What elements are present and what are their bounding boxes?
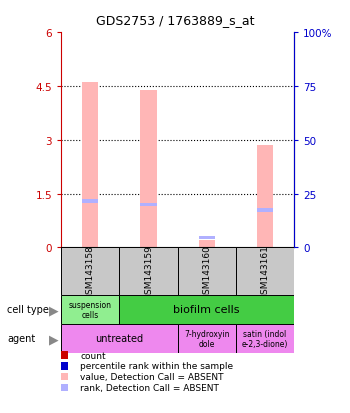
Bar xyxy=(82,199,98,203)
Text: GSM143158: GSM143158 xyxy=(86,244,95,299)
Bar xyxy=(198,236,215,240)
Text: GSM143161: GSM143161 xyxy=(260,244,270,299)
Bar xyxy=(140,203,157,206)
Bar xyxy=(236,324,294,353)
Text: agent: agent xyxy=(7,334,35,344)
Text: GDS2753 / 1763889_s_at: GDS2753 / 1763889_s_at xyxy=(96,14,254,27)
Bar xyxy=(82,83,98,248)
Bar xyxy=(177,324,236,353)
Text: 7-hydroxyin
dole: 7-hydroxyin dole xyxy=(184,329,230,348)
Text: cell type: cell type xyxy=(7,305,49,315)
Text: count: count xyxy=(80,351,106,360)
Bar xyxy=(257,146,273,248)
Bar xyxy=(119,248,177,295)
Text: satin (indol
e-2,3-dione): satin (indol e-2,3-dione) xyxy=(242,329,288,348)
Text: rank, Detection Call = ABSENT: rank, Detection Call = ABSENT xyxy=(80,383,219,392)
Bar xyxy=(61,248,119,295)
Text: untreated: untreated xyxy=(95,334,144,344)
Text: ▶: ▶ xyxy=(49,303,59,316)
Text: value, Detection Call = ABSENT: value, Detection Call = ABSENT xyxy=(80,372,224,381)
Text: GSM143159: GSM143159 xyxy=(144,244,153,299)
Bar xyxy=(198,241,215,248)
Text: suspension
cells: suspension cells xyxy=(69,300,112,319)
Text: biofilm cells: biofilm cells xyxy=(174,305,240,315)
Bar xyxy=(140,90,157,248)
Text: GSM143160: GSM143160 xyxy=(202,244,211,299)
Bar xyxy=(257,209,273,212)
Bar xyxy=(61,295,119,324)
Text: ▶: ▶ xyxy=(49,332,59,345)
Bar xyxy=(236,248,294,295)
Bar xyxy=(61,324,177,353)
Text: percentile rank within the sample: percentile rank within the sample xyxy=(80,361,234,370)
Bar xyxy=(177,248,236,295)
Bar xyxy=(119,295,294,324)
